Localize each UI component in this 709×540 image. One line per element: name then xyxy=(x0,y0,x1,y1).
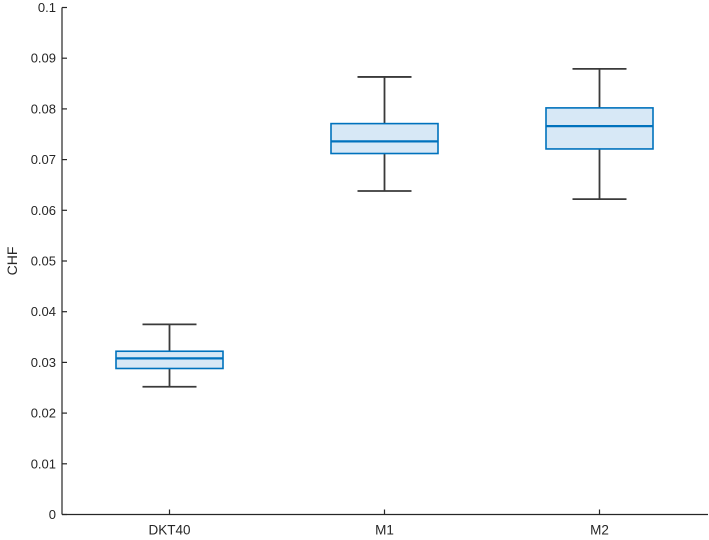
y-tick-label: 0.03 xyxy=(31,355,56,370)
y-tick-label: 0.1 xyxy=(38,0,56,15)
y-tick-label: 0.05 xyxy=(31,254,56,269)
y-ticks: 0 0.01 0.02 0.03 0.04 0.05 0.06 0.07 0.08 0.09 0.1 xyxy=(31,0,67,522)
y-axis-title: CHF xyxy=(4,247,20,276)
iqr-box-m1 xyxy=(330,122,439,155)
y-tick-label: 0.02 xyxy=(31,406,56,421)
iqr-box-m2 xyxy=(545,107,654,150)
y-axis: 0 0.01 0.02 0.03 0.04 0.05 0.06 0.07 0.08 0.09 0.1 xyxy=(31,0,67,522)
y-tick-label: 0.09 xyxy=(31,51,56,66)
y-tick-label: 0.04 xyxy=(31,304,56,319)
y-tick-label: 0 xyxy=(49,507,56,522)
y-tick-label: 0.08 xyxy=(31,101,56,116)
y-tick-label: 0.06 xyxy=(31,203,56,218)
x-tick-label-dkt40: DKT40 xyxy=(148,523,190,538)
boxes-layer xyxy=(115,107,654,370)
x-tick-label-m2: M2 xyxy=(590,523,609,538)
iqr-box-dkt40 xyxy=(115,350,224,370)
y-tick-label: 0.01 xyxy=(31,456,56,471)
y-tick-label: 0.07 xyxy=(31,152,56,167)
whiskers-layer xyxy=(142,67,627,388)
x-axis: DKT40 M1 M2 xyxy=(62,509,708,538)
x-ticks: DKT40 M1 M2 xyxy=(148,509,609,538)
x-tick-label-m1: M1 xyxy=(375,523,394,538)
